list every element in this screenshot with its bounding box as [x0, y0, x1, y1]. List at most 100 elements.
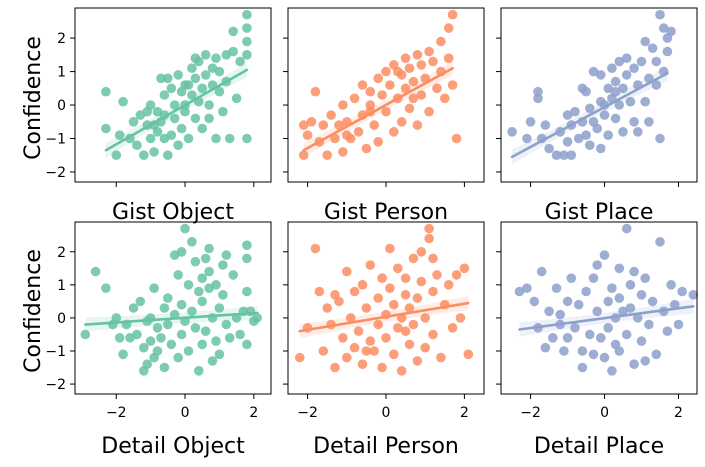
data-point [214, 349, 225, 360]
data-point [404, 303, 415, 313]
data-point [463, 349, 474, 360]
y-tick-label: 0 [57, 98, 66, 114]
data-point [447, 9, 458, 20]
data-point [662, 46, 673, 57]
data-point [149, 352, 159, 363]
data-point [551, 150, 562, 160]
data-point [570, 106, 580, 117]
data-point [555, 309, 565, 320]
data-point [658, 23, 669, 33]
data-point [152, 323, 163, 333]
data-point [373, 293, 384, 303]
data-point [455, 313, 466, 323]
data-point [365, 260, 376, 270]
data-point [159, 362, 170, 373]
x-tick-label: 0 [382, 405, 391, 421]
data-point [655, 237, 665, 247]
data-point [447, 80, 458, 90]
data-point [416, 247, 427, 257]
x-tick-label: 0 [181, 405, 190, 421]
data-point [361, 143, 372, 154]
data-point [207, 356, 218, 366]
data-point [180, 223, 190, 234]
regression-line [510, 71, 669, 159]
data-point [588, 273, 599, 284]
data-point [618, 306, 628, 317]
data-point [596, 143, 606, 154]
data-point [443, 23, 454, 33]
data-point [596, 70, 606, 80]
data-point [540, 120, 551, 130]
data-point [614, 56, 625, 67]
data-point [514, 286, 525, 297]
regression-line [518, 305, 695, 331]
data-point [169, 113, 180, 124]
data-point [603, 296, 613, 307]
data-point [211, 336, 221, 346]
data-point [101, 86, 111, 97]
data-point [636, 56, 647, 67]
data-point [381, 106, 391, 117]
data-point [677, 286, 687, 297]
data-point [400, 290, 411, 300]
data-point [603, 83, 613, 94]
data-point [522, 283, 532, 294]
data-point [349, 286, 360, 297]
data-point [90, 266, 101, 277]
data-point [385, 243, 395, 254]
data-point [200, 326, 211, 337]
data-point [173, 352, 183, 363]
data-point [585, 140, 595, 150]
y-tick-label: 2 [57, 31, 66, 47]
data-point [194, 366, 204, 376]
data-point [365, 86, 376, 97]
data-point [173, 140, 183, 150]
data-point [166, 130, 177, 140]
data-point [400, 326, 411, 337]
data-point [393, 323, 403, 333]
data-point [436, 352, 446, 363]
data-point [200, 50, 211, 60]
data-point [603, 323, 613, 333]
data-point [533, 93, 543, 104]
data-point [451, 133, 462, 144]
data-point [169, 309, 180, 320]
axes-frame [500, 7, 698, 183]
data-point [629, 117, 639, 127]
data-point [242, 286, 252, 297]
data-point [365, 336, 376, 346]
data-point [585, 103, 595, 114]
x-axis-label: Gist Person [324, 200, 448, 225]
data-point [603, 130, 613, 140]
panel-gist-person: Gist Person [283, 7, 485, 225]
data-point [218, 290, 228, 300]
data-point [625, 303, 636, 313]
data-point [577, 346, 588, 356]
data-point [588, 349, 599, 360]
data-point [156, 333, 166, 343]
y-tick-label: −2 [45, 377, 66, 393]
data-point [338, 333, 348, 343]
data-point [621, 223, 632, 234]
data-point [306, 117, 317, 127]
data-point [592, 306, 602, 317]
data-point [342, 266, 352, 277]
data-point [599, 352, 610, 363]
data-point [204, 266, 214, 277]
data-point [655, 133, 665, 144]
data-point [114, 333, 125, 343]
data-point [135, 296, 146, 307]
data-point [636, 290, 647, 300]
data-point [625, 96, 636, 107]
data-point [670, 299, 680, 310]
data-point [424, 223, 434, 234]
data-point [666, 26, 676, 37]
data-point [432, 270, 442, 280]
data-point [176, 123, 187, 134]
data-point [330, 133, 340, 144]
data-point [640, 36, 650, 47]
x-axis-label: Detail Place [534, 434, 664, 459]
x-tick-label: 2 [249, 405, 258, 421]
data-point [302, 130, 313, 140]
